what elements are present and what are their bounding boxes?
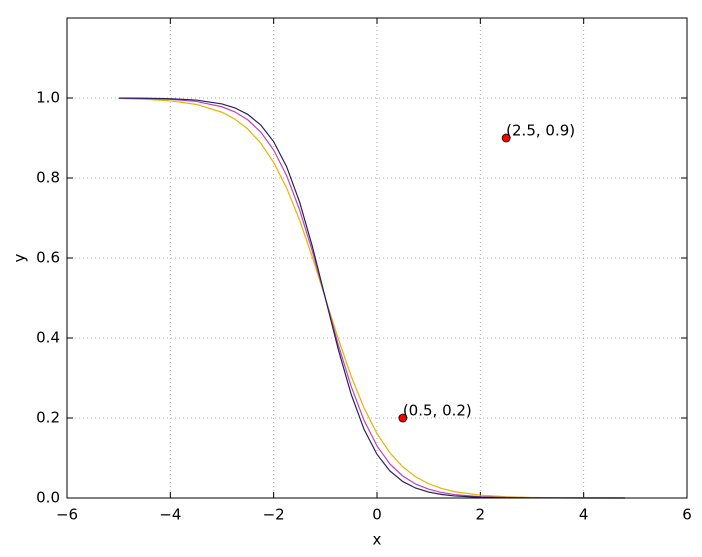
point xyxy=(501,133,511,143)
y-tick-label: 0.2 xyxy=(36,409,60,427)
x-tick-label: 2 xyxy=(476,506,486,524)
line-series xyxy=(118,97,626,499)
point-annotation: (2.5, 0.9) xyxy=(506,122,575,140)
line-series xyxy=(118,97,626,499)
y-tick-label: 0.8 xyxy=(36,169,60,187)
point-annotation: (0.5, 0.2) xyxy=(403,402,472,420)
y-axis-label: y xyxy=(11,253,29,262)
y-tick-label: 1.0 xyxy=(36,89,60,107)
x-axis-label: x xyxy=(373,531,382,549)
y-tick-label: 0.4 xyxy=(36,329,60,347)
x-tick-label: 4 xyxy=(579,506,589,524)
x-tick-label: 0 xyxy=(372,506,382,524)
x-tick-label: −2 xyxy=(263,506,285,524)
plot-frame xyxy=(66,17,688,499)
y-tick-label: 0.6 xyxy=(36,249,60,267)
y-tick-label: 0.0 xyxy=(36,489,60,507)
line-series xyxy=(118,97,625,499)
x-tick-label: −4 xyxy=(159,506,181,524)
x-tick-label: −6 xyxy=(56,506,78,524)
x-tick-label: 6 xyxy=(682,506,692,524)
point xyxy=(398,413,408,423)
